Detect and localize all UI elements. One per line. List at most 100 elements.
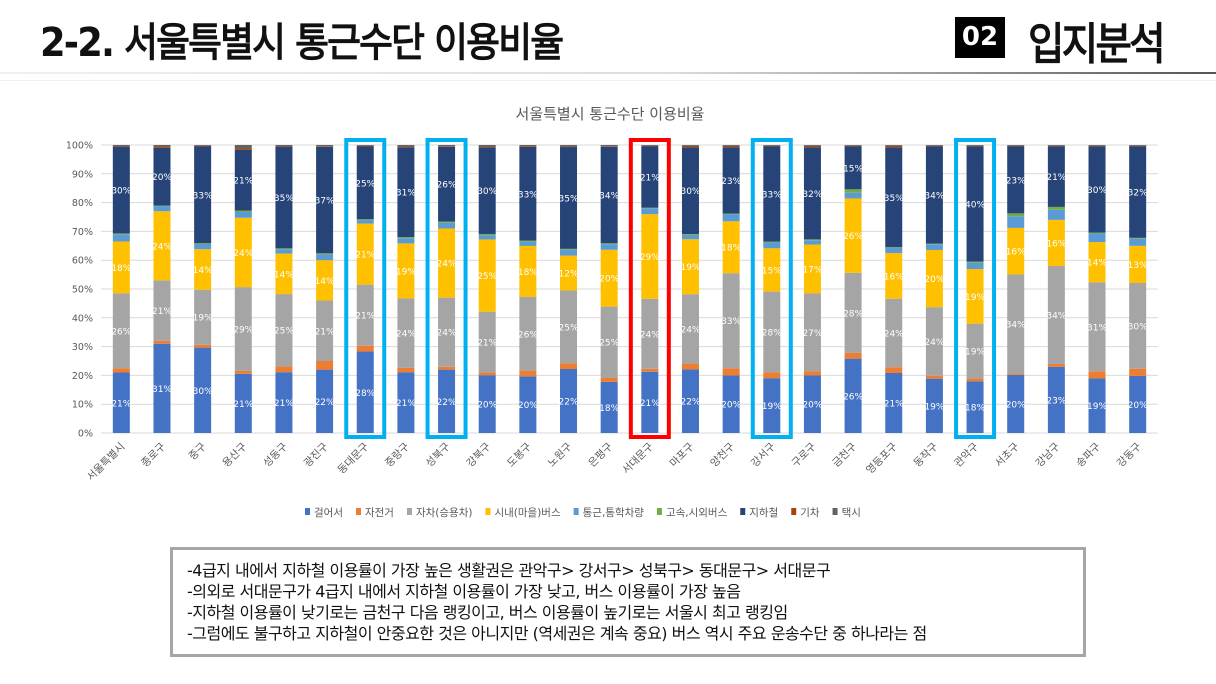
data-label: 18% (599, 404, 619, 414)
bar-segment-bus (194, 249, 212, 290)
bar-segment-train (560, 146, 578, 148)
bar-segment-bike (803, 371, 821, 376)
bar-segment-car (641, 298, 659, 369)
bar-segment-car (966, 323, 984, 379)
bar-segment-car (519, 296, 537, 371)
bar-segment-walk (600, 381, 618, 433)
bar-segment-walk (1047, 366, 1065, 433)
bar-segment-walk (1088, 378, 1106, 433)
data-label: 25% (599, 339, 619, 349)
bar-segment-bus (1007, 227, 1025, 275)
data-label: 26% (518, 330, 538, 340)
bar-segment-taxi (356, 145, 374, 146)
bar-segment-express (112, 233, 130, 235)
bar-segment-bike (194, 344, 212, 348)
bar-segment-commuter (112, 234, 130, 242)
bar-segment-walk (722, 375, 740, 433)
data-label: 21% (111, 399, 131, 409)
data-label: 18% (518, 268, 538, 278)
data-label: 15% (843, 164, 863, 174)
data-label: 33% (721, 317, 741, 327)
bar-segment-bike (438, 366, 456, 370)
bar-segment-bike (885, 367, 903, 373)
legend-swatch-commuter (573, 508, 579, 515)
data-label: 21% (355, 251, 375, 261)
y-tick-label: 20% (72, 371, 93, 382)
data-label: 34% (924, 192, 944, 202)
bar-segment-bus (438, 228, 456, 298)
data-label: 29% (640, 253, 660, 263)
data-label: 24% (396, 330, 416, 340)
data-label: 34% (599, 191, 619, 201)
bar-segment-commuter (356, 220, 374, 224)
bar-segment-express (1047, 206, 1065, 210)
bar-segment-train (519, 146, 537, 147)
bar-segment-taxi (966, 145, 984, 146)
bar-segment-walk (1007, 374, 1025, 433)
legend-label: 지하철 (749, 506, 778, 519)
bar-segment-walk (885, 373, 903, 433)
legend-label: 기차 (800, 507, 820, 519)
data-label: 20% (721, 401, 741, 411)
bar-segment-train (194, 145, 212, 147)
data-label: 23% (1006, 176, 1026, 186)
bar-segment-walk (763, 378, 781, 433)
bar-segment-train (925, 145, 943, 147)
x-tick-label: 강남구 (1034, 440, 1063, 469)
bar-segment-express (356, 219, 374, 221)
data-label: 31% (152, 385, 172, 395)
bar-segment-taxi (275, 145, 293, 147)
bar-segment-taxi (1007, 145, 1025, 146)
bar-segment-train (1007, 145, 1025, 147)
data-label: 16% (884, 272, 904, 282)
data-label: 19% (396, 267, 416, 277)
bar-segment-car (681, 294, 699, 364)
data-label: 31% (396, 189, 416, 199)
bar-segment-express (560, 248, 578, 250)
data-label: 25% (274, 327, 294, 337)
data-label: 12% (559, 270, 579, 280)
bar-segment-commuter (722, 214, 740, 222)
highlight-box (344, 138, 387, 439)
page-title: 2-2. 서울특별시 통근수단 이용비율 (40, 20, 564, 66)
x-tick-label: 송파구 (1074, 440, 1103, 469)
data-label: 33% (193, 191, 213, 201)
note-line: -4급지 내에서 지하철 이용률이 가장 높은 생활권은 관악구> 강서구> 성… (187, 561, 831, 580)
y-tick-label: 50% (72, 285, 93, 296)
bar-segment-commuter (966, 262, 984, 270)
x-tick-label: 성북구 (424, 440, 453, 469)
bar-segment-train (966, 145, 984, 147)
bar-segment-train (722, 145, 740, 148)
header-divider (0, 72, 1216, 74)
bar-segment-express (1129, 237, 1147, 239)
bar-segment-subway (885, 147, 903, 248)
bar-segment-bike (112, 368, 130, 373)
highlight-box (954, 138, 997, 439)
y-tick-label: 80% (72, 198, 93, 209)
data-label: 24% (437, 260, 457, 270)
bar-segment-walk (438, 369, 456, 433)
bar-segment-car (356, 284, 374, 346)
bar-segment-car (763, 291, 781, 373)
bar-segment-taxi (722, 145, 740, 146)
y-tick-label: 100% (66, 141, 93, 152)
bar-segment-subway (1088, 146, 1106, 233)
bar-segment-walk (641, 371, 659, 433)
data-label: 15% (762, 266, 782, 276)
legend-swatch-car (406, 508, 412, 515)
data-label: 34% (1046, 311, 1066, 321)
bar-segment-train (600, 146, 618, 147)
chart-title: 서울특별시 통근수단 이용비율 (516, 105, 705, 123)
bar-segment-taxi (844, 145, 862, 146)
data-label: 21% (233, 400, 253, 410)
bar-segment-subway (112, 147, 130, 234)
bar-segment-walk (519, 376, 537, 433)
bar-segment-express (234, 210, 252, 213)
bar-segment-car (316, 300, 334, 361)
bar-segment-bus (519, 245, 537, 297)
bar-segment-train (356, 145, 374, 147)
bar-segment-walk (478, 375, 496, 433)
bar-segment-car (1007, 274, 1025, 374)
data-label: 20% (802, 401, 822, 411)
bar-segment-walk (194, 347, 212, 433)
